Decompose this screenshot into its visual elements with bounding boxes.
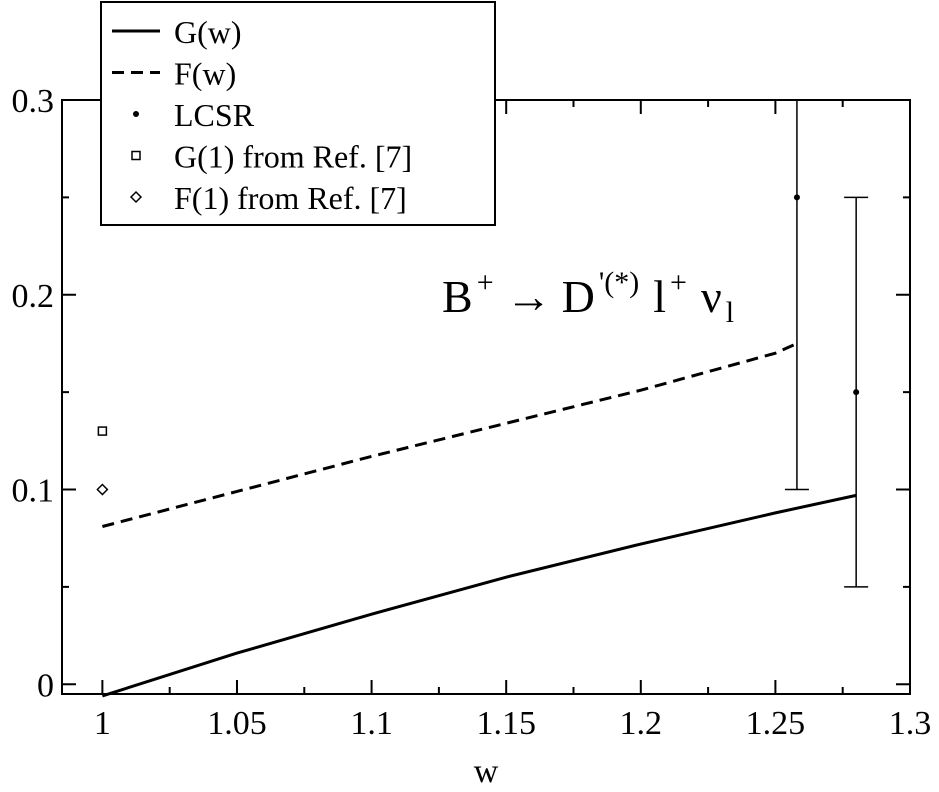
decay-l-sup: + (670, 266, 687, 299)
legend-label: F(w) (174, 56, 236, 92)
ref7-g1-marker (97, 426, 108, 436)
legend-label: LCSR (174, 97, 255, 133)
y-tick-label: 0.3 (12, 83, 55, 120)
x-tick-label: 1 (94, 705, 111, 742)
y-tick-label: 0.2 (12, 278, 55, 315)
decay-l: l (653, 271, 666, 322)
x-tick-label: 1.15 (476, 705, 536, 742)
decay-b: B (442, 271, 473, 322)
decay-d-sup: '(*) (599, 266, 639, 299)
y-tick-label: 0.1 (12, 473, 55, 510)
x-tick-label: 1.2 (620, 705, 663, 742)
legend: G(w) F(w) LCSR G(1) from Ref. [7] F(1) from … (100, 1, 496, 226)
y-tick-label: 0 (37, 667, 54, 704)
legend-dot-icon (133, 111, 139, 117)
x-tick-label: 1.3 (889, 705, 932, 742)
decay-nu-sub: l (726, 296, 734, 329)
decay-b-sup: + (477, 266, 494, 299)
decay-arrow: → (506, 271, 552, 322)
decay-annotation: B + → D '(*) l + ν l (442, 266, 734, 329)
lcsr-point (853, 389, 860, 396)
lcsr-point (793, 194, 800, 201)
x-tick-label: 1.05 (207, 705, 267, 742)
legend-square-icon (131, 150, 141, 161)
legend-box (100, 1, 496, 226)
decay-d: D (562, 271, 595, 322)
legend-label: G(1) from Ref. [7] (174, 139, 412, 175)
legend-label: G(w) (174, 14, 242, 50)
x-tick-label: 1.1 (350, 705, 393, 742)
x-axis-label: w (474, 753, 499, 790)
series-line-f (102, 342, 798, 528)
decay-label: B + → D '(*) l + ν l (442, 266, 734, 329)
decay-nu: ν (701, 271, 722, 322)
series-line-g (101, 493, 857, 698)
series-layer (96, 99, 869, 698)
axis-tick-labels: 1 1.05 1.1 1.15 1.2 1.25 1.3 0 0.1 0.2 0.3 (12, 83, 932, 742)
x-tick-label: 1.25 (746, 705, 806, 742)
ref7-f1-marker (96, 483, 109, 496)
legend-label: F(1) from Ref. [7] (174, 180, 407, 216)
legend-diamond-icon (129, 190, 143, 204)
